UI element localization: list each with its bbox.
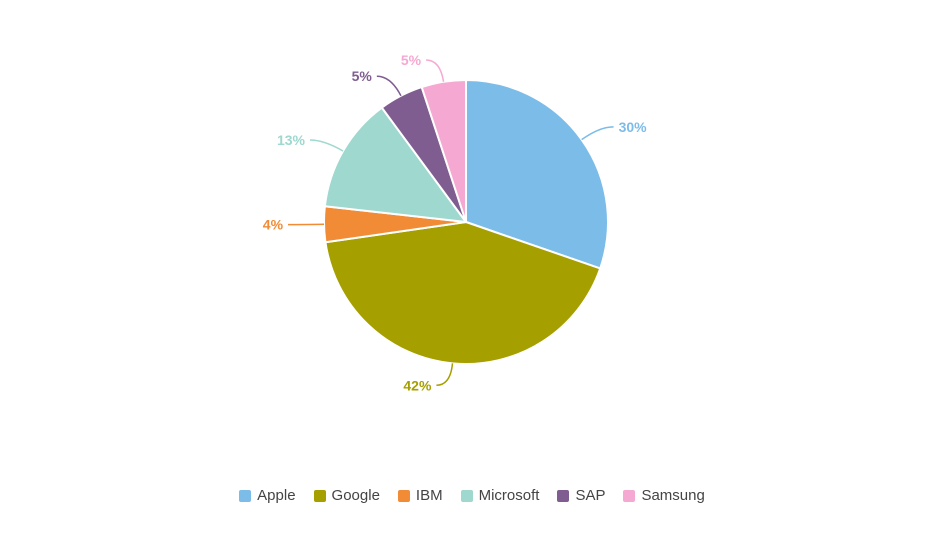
data-label-ibm: 4% xyxy=(263,217,284,233)
legend-swatch-google xyxy=(314,490,326,502)
leader-line-sap xyxy=(377,76,401,96)
data-label-google: 42% xyxy=(403,377,432,393)
legend-item-sap[interactable]: SAP xyxy=(557,487,605,504)
legend-label-microsoft: Microsoft xyxy=(479,487,540,504)
legend-item-ibm[interactable]: IBM xyxy=(398,487,443,504)
data-label-sap: 5% xyxy=(352,68,373,84)
legend-swatch-samsung xyxy=(623,490,635,502)
legend-label-google: Google xyxy=(332,487,380,504)
chart-legend: Apple Google IBM Microsoft SAP Samsung xyxy=(0,487,944,504)
data-label-samsung: 5% xyxy=(401,52,422,68)
legend-label-samsung: Samsung xyxy=(641,487,704,504)
legend-item-samsung[interactable]: Samsung xyxy=(623,487,704,504)
legend-label-apple: Apple xyxy=(257,487,295,504)
leader-line-microsoft xyxy=(310,140,343,151)
legend-item-microsoft[interactable]: Microsoft xyxy=(461,487,540,504)
data-label-microsoft: 13% xyxy=(277,132,306,148)
leader-line-samsung xyxy=(426,60,443,82)
legend-item-google[interactable]: Google xyxy=(314,487,380,504)
legend-label-ibm: IBM xyxy=(416,487,443,504)
legend-item-apple[interactable]: Apple xyxy=(239,487,295,504)
legend-label-sap: SAP xyxy=(575,487,605,504)
legend-swatch-sap xyxy=(557,490,569,502)
legend-swatch-microsoft xyxy=(461,490,473,502)
leader-line-apple xyxy=(582,127,614,140)
legend-swatch-ibm xyxy=(398,490,410,502)
legend-swatch-apple xyxy=(239,490,251,502)
leader-line-google xyxy=(436,363,452,385)
data-label-apple: 30% xyxy=(619,119,648,135)
